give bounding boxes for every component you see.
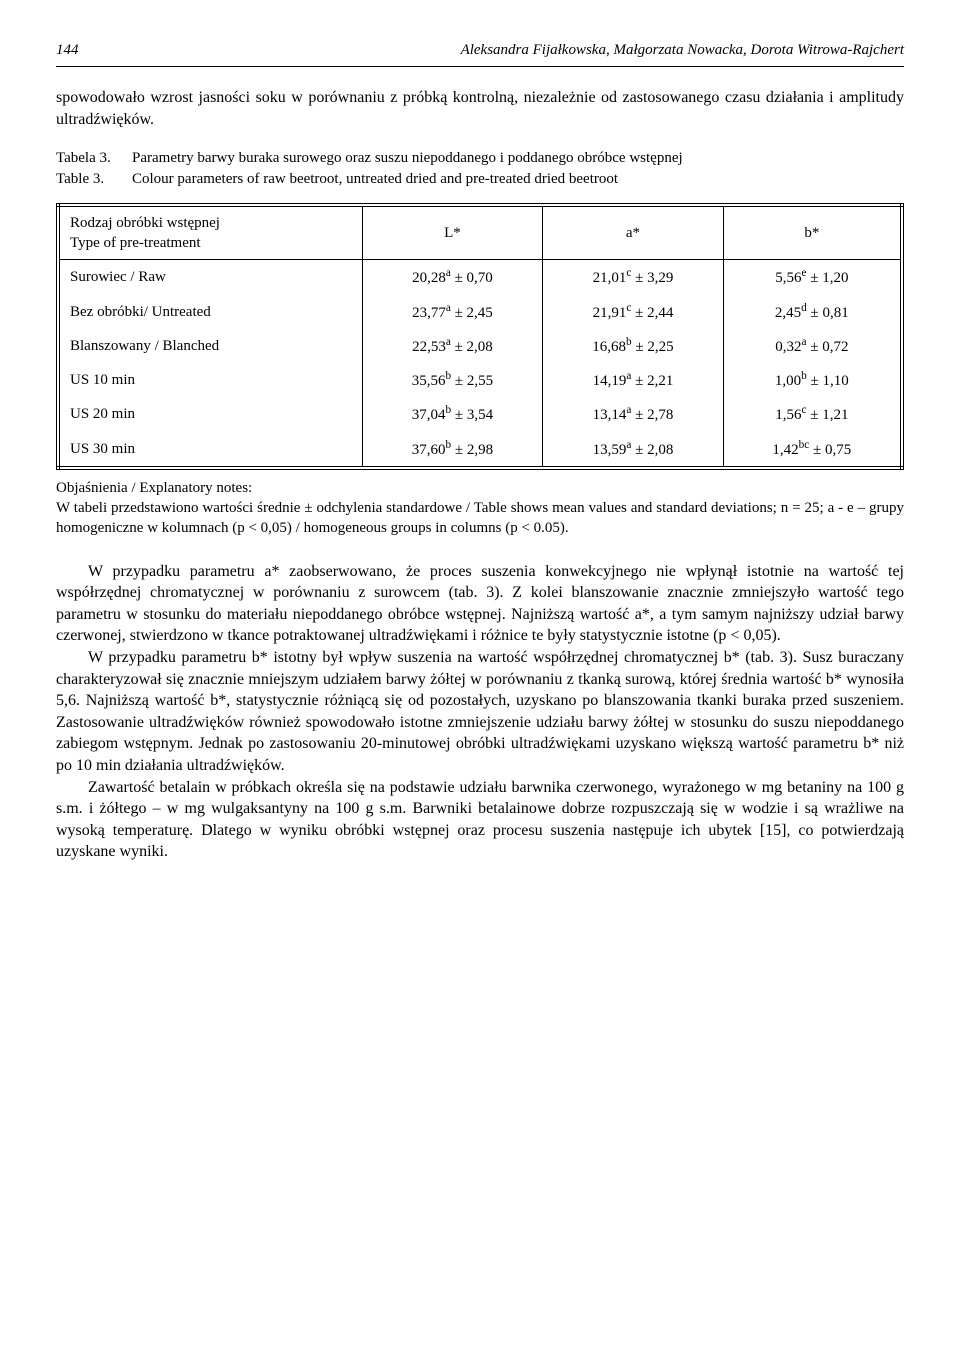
table-cell-value: 1,00b ± 1,10: [723, 363, 902, 397]
running-header: 144 Aleksandra Fijałkowska, Małgorzata N…: [56, 40, 904, 60]
body-paragraph-2: W przypadku parametru b* istotny był wpł…: [56, 647, 904, 777]
table-cell-value: 0,32a ± 0,72: [723, 329, 902, 363]
table-cell-value: 16,68b ± 2,25: [543, 329, 724, 363]
table-cell-label: Bez obróbki/ Untreated: [58, 295, 362, 329]
table-header-b: b*: [723, 205, 902, 260]
caption-tabela-text: Parametry barwy buraka surowego oraz sus…: [132, 148, 683, 168]
table-cell-value: 2,45d ± 0,81: [723, 295, 902, 329]
intro-paragraph: spowodowało wzrost jasności soku w porów…: [56, 87, 904, 130]
table-notes: Objaśnienia / Explanatory notes: W tabel…: [56, 478, 904, 539]
header-rule: [56, 66, 904, 67]
table-header-type-en: Type of pre-treatment: [70, 233, 352, 253]
table-header-type: Rodzaj obróbki wstępnej Type of pre-trea…: [58, 205, 362, 260]
table-row: US 10 min35,56b ± 2,5514,19a ± 2,211,00b…: [58, 363, 902, 397]
table-header-type-pl: Rodzaj obróbki wstępnej: [70, 213, 352, 233]
caption-tabela-label: Tabela 3.: [56, 148, 132, 168]
table-header-L: L*: [362, 205, 543, 260]
body-paragraph-3: Zawartość betalain w próbkach określa si…: [56, 777, 904, 863]
table-row: Bez obróbki/ Untreated23,77a ± 2,4521,91…: [58, 295, 902, 329]
table-cell-value: 35,56b ± 2,55: [362, 363, 543, 397]
table-cell-label: Surowiec / Raw: [58, 260, 362, 295]
table-cell-value: 14,19a ± 2,21: [543, 363, 724, 397]
table-cell-label: US 20 min: [58, 397, 362, 431]
table-cell-value: 37,60b ± 2,98: [362, 432, 543, 468]
table-caption: Tabela 3. Parametry barwy buraka suroweg…: [56, 148, 904, 189]
table-cell-value: 13,14a ± 2,78: [543, 397, 724, 431]
table-row: Blanszowany / Blanched22,53a ± 2,0816,68…: [58, 329, 902, 363]
table-cell-label: Blanszowany / Blanched: [58, 329, 362, 363]
header-authors: Aleksandra Fijałkowska, Małgorzata Nowac…: [461, 40, 904, 60]
table-row: US 20 min37,04b ± 3,5413,14a ± 2,781,56c…: [58, 397, 902, 431]
page-number: 144: [56, 40, 79, 60]
table-cell-label: US 30 min: [58, 432, 362, 468]
table-cell-value: 22,53a ± 2,08: [362, 329, 543, 363]
notes-line2: W tabeli przedstawiono wartości średnie …: [56, 500, 904, 536]
table-cell-value: 5,56e ± 1,20: [723, 260, 902, 295]
table-cell-label: US 10 min: [58, 363, 362, 397]
table-row: Surowiec / Raw20,28a ± 0,7021,01c ± 3,29…: [58, 260, 902, 295]
table-cell-value: 37,04b ± 3,54: [362, 397, 543, 431]
table-cell-value: 23,77a ± 2,45: [362, 295, 543, 329]
color-parameters-table: Rodzaj obróbki wstępnej Type of pre-trea…: [56, 203, 904, 470]
table-cell-value: 1,56c ± 1,21: [723, 397, 902, 431]
table-cell-value: 21,01c ± 3,29: [543, 260, 724, 295]
table-row: US 30 min37,60b ± 2,9813,59a ± 2,081,42b…: [58, 432, 902, 468]
table-cell-value: 20,28a ± 0,70: [362, 260, 543, 295]
table-cell-value: 1,42bc ± 0,75: [723, 432, 902, 468]
table-cell-value: 21,91c ± 2,44: [543, 295, 724, 329]
caption-table-label: Table 3.: [56, 169, 132, 189]
table-body: Surowiec / Raw20,28a ± 0,7021,01c ± 3,29…: [58, 260, 902, 468]
table-cell-value: 13,59a ± 2,08: [543, 432, 724, 468]
caption-table-text: Colour parameters of raw beetroot, untre…: [132, 169, 618, 189]
body-paragraph-1: W przypadku parametru a* zaobserwowano, …: [56, 561, 904, 647]
table-header-a: a*: [543, 205, 724, 260]
notes-line1: Objaśnienia / Explanatory notes:: [56, 480, 252, 496]
